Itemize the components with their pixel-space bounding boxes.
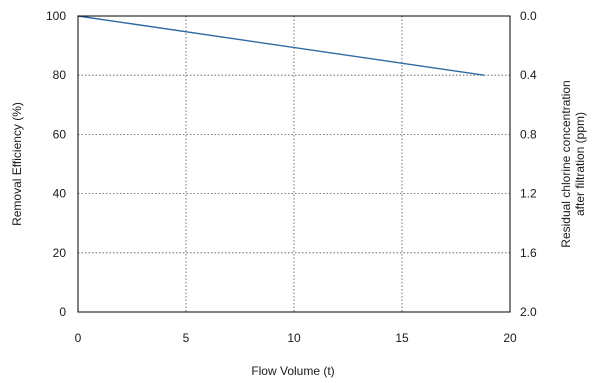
plot-frame [77,15,511,313]
y-tick-label: 40 [53,187,67,201]
x-tick-label: 10 [287,331,301,345]
y-tick-label: 0 [59,305,66,319]
y2-tick-label: 0.0 [520,9,537,23]
y-axis-label: Removal Efficiency (%) [10,102,24,226]
grid [78,16,510,312]
x-tick-label: 5 [183,331,190,345]
x-tick-label: 15 [395,331,409,345]
x-tick-label: 20 [503,331,517,345]
y2-tick-label: 1.2 [520,187,537,201]
x-axis-label: Flow Volume (t) [251,364,334,378]
series-line-0 [77,15,485,76]
y-tick-labels: 0 20 40 60 80 100 [46,9,66,319]
y-tick-label: 80 [53,68,67,82]
x-tick-label: 0 [75,331,82,345]
y2-axis-label-line-1: Residual chlorine concentration [559,80,573,247]
y2-tick-label: 2.0 [520,305,537,319]
series-layer [77,15,485,76]
y2-axis-label-line-2: after filtration (ppm) [573,112,587,216]
y2-tick-labels: 2.0 1.6 1.2 0.8 0.4 0.0 [520,9,537,319]
y-tick-label: 60 [53,127,67,141]
x-tick-labels: 0 5 10 15 20 [75,331,517,345]
y-tick-label: 100 [46,9,66,23]
y2-tick-label: 0.8 [520,127,537,141]
y2-tick-label: 0.4 [520,68,537,82]
y2-tick-label: 1.6 [520,246,537,260]
y-tick-label: 20 [53,246,67,260]
